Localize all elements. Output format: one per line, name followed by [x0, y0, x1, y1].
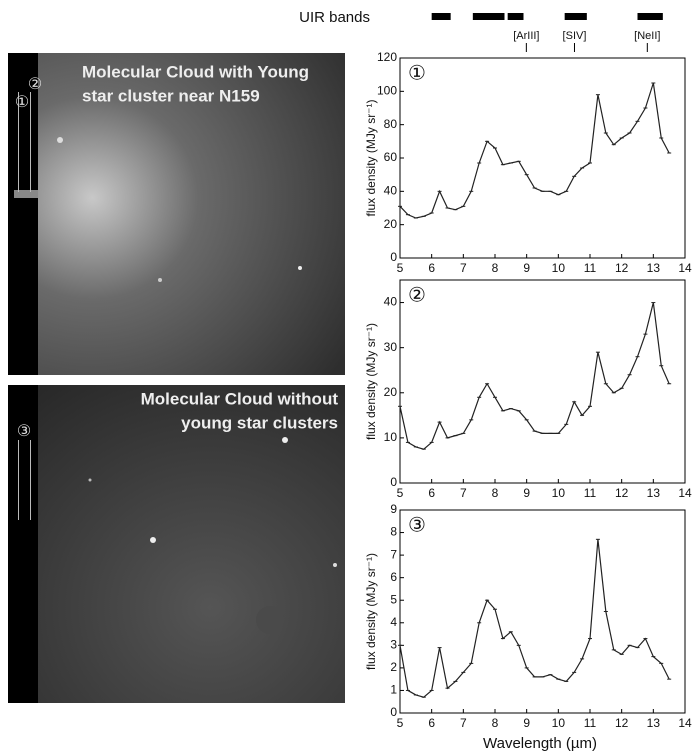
x-tick-label: 10	[552, 261, 566, 275]
x-tick-label: 12	[615, 716, 629, 730]
x-tick-label: 13	[647, 716, 661, 730]
image-caption: Molecular Cloud with Young	[82, 62, 309, 81]
uir-band	[637, 13, 663, 20]
x-tick-label: 14	[678, 486, 692, 500]
region-marker: ②	[28, 76, 42, 93]
x-tick-label: 5	[397, 261, 404, 275]
y-tick-label: 0	[390, 705, 397, 719]
x-tick-label: 7	[460, 486, 467, 500]
x-tick-label: 14	[678, 716, 692, 730]
line-label: [ArIII]	[513, 30, 539, 42]
x-tick-label: 13	[647, 486, 661, 500]
uir-band	[431, 13, 451, 20]
y-tick-label: 60	[384, 150, 398, 164]
region-marker: ③	[17, 423, 31, 440]
x-tick-label: 10	[552, 486, 566, 500]
y-tick-label: 0	[390, 475, 397, 489]
uir-band	[472, 13, 505, 20]
x-tick-label: 9	[523, 486, 530, 500]
x-tick-label: 7	[460, 716, 467, 730]
x-tick-label: 7	[460, 261, 467, 275]
y-tick-label: 8	[390, 525, 397, 539]
x-tick-label: 5	[397, 716, 404, 730]
spectrum-line	[399, 539, 670, 698]
image-top: Molecular Cloud with Young star cluster …	[8, 53, 345, 375]
spectrum-line	[399, 82, 670, 219]
line-label: [NeII]	[634, 30, 660, 42]
y-tick-label: 80	[384, 117, 398, 131]
image-bottom: Molecular Cloud without young star clust…	[8, 385, 345, 703]
image-caption: Molecular Cloud without	[141, 389, 339, 408]
y-tick-label: 4	[390, 615, 397, 629]
x-axis-label: Wavelength (µm)	[483, 735, 597, 752]
x-tick-label: 11	[584, 716, 597, 730]
image-caption: young star clusters	[181, 413, 338, 432]
x-tick-label: 8	[492, 486, 499, 500]
panel-label: ②	[408, 284, 426, 306]
y-tick-label: 40	[384, 184, 398, 198]
x-tick-label: 12	[615, 261, 629, 275]
y-tick-label: 20	[384, 217, 398, 231]
x-tick-label: 11	[584, 261, 597, 275]
x-tick-label: 6	[428, 261, 435, 275]
uir-band	[564, 13, 587, 20]
x-tick-label: 5	[397, 486, 404, 500]
x-tick-label: 14	[678, 261, 692, 275]
y-tick-label: 0	[390, 250, 397, 264]
x-tick-label: 6	[428, 716, 435, 730]
y-tick-label: 10	[384, 430, 398, 444]
x-tick-label: 8	[492, 261, 499, 275]
x-tick-label: 13	[647, 261, 661, 275]
panel-label: ③	[408, 514, 426, 536]
y-tick-label: 100	[377, 84, 397, 98]
uir-band	[507, 13, 524, 20]
y-tick-label: 9	[390, 502, 397, 516]
x-tick-label: 9	[523, 261, 530, 275]
y-tick-label: 2	[390, 660, 397, 674]
y-tick-label: 3	[390, 638, 397, 652]
y-axis-label: flux density (MJy sr⁻¹)	[364, 553, 378, 670]
x-tick-label: 6	[428, 486, 435, 500]
y-axis-label: flux density (MJy sr⁻¹)	[364, 99, 378, 216]
y-tick-label: 40	[384, 295, 398, 309]
y-tick-label: 6	[390, 570, 397, 584]
plot-frame	[399, 509, 686, 714]
x-tick-label: 9	[523, 716, 530, 730]
image-caption: star cluster near N159	[82, 86, 260, 105]
y-tick-label: 7	[390, 547, 397, 561]
y-tick-label: 5	[390, 592, 397, 606]
y-tick-label: 120	[377, 50, 397, 64]
plot-frame	[399, 279, 686, 484]
uir-label: UIR bands	[299, 9, 370, 26]
x-tick-label: 11	[584, 486, 597, 500]
x-tick-label: 10	[552, 716, 566, 730]
x-tick-label: 8	[492, 716, 499, 730]
spectrum-line	[399, 302, 670, 450]
region-marker: ①	[15, 94, 29, 111]
y-tick-label: 1	[390, 683, 397, 697]
y-tick-label: 20	[384, 385, 398, 399]
y-tick-label: 30	[384, 340, 398, 354]
plot-frame	[399, 57, 686, 259]
panel-label: ①	[408, 62, 426, 84]
y-axis-label: flux density (MJy sr⁻¹)	[364, 323, 378, 440]
x-tick-label: 12	[615, 486, 629, 500]
line-label: [SIV]	[563, 30, 587, 42]
